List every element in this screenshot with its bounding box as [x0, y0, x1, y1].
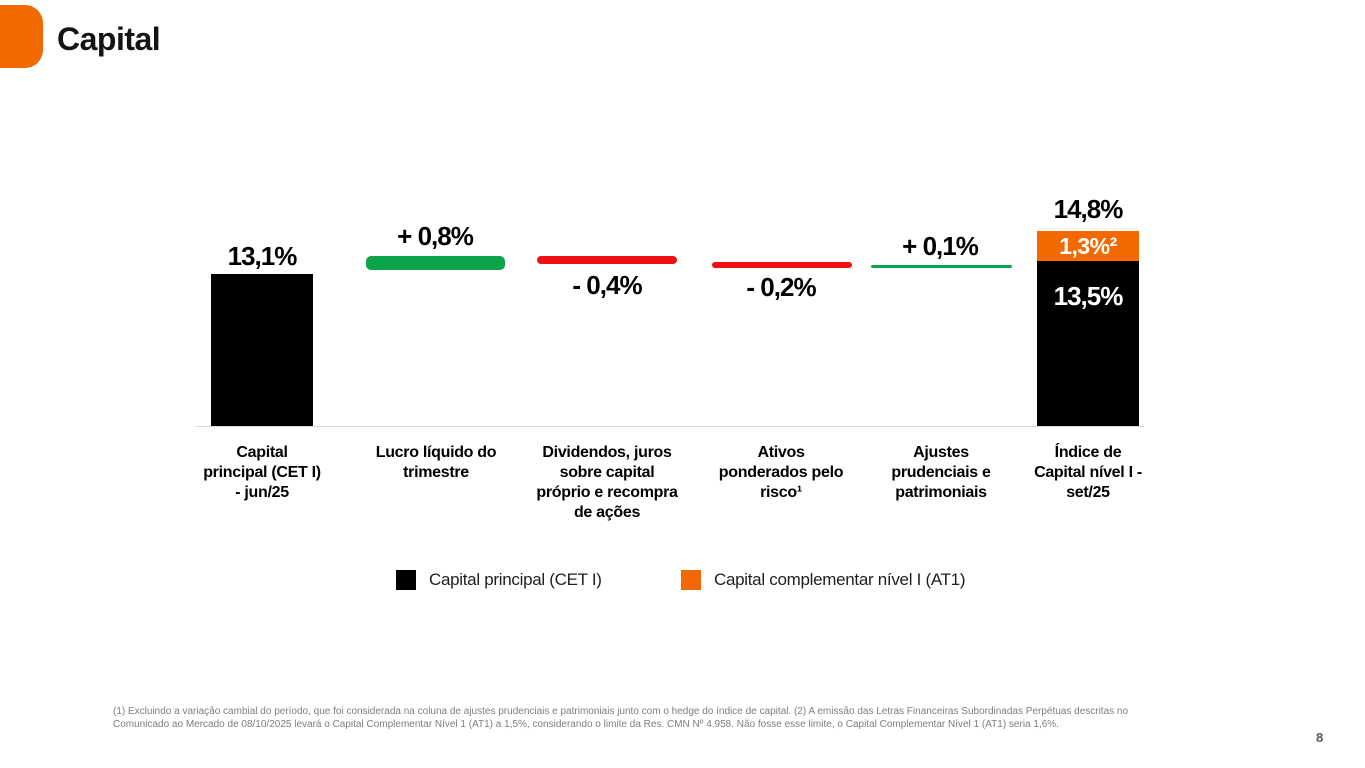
- bar-dividendos: [537, 256, 677, 264]
- category-label-ativos-ponderados: Ativos ponderados pelo risco¹: [718, 444, 844, 501]
- category-label-capital-principal: Capital principal (CET I) - jun/25: [203, 444, 321, 501]
- category-label-ajustes: Ajustes prudenciais e patrimoniais: [891, 444, 991, 501]
- itau-logo-icon: [0, 5, 43, 68]
- value-label-total: 14,8%: [1053, 194, 1124, 224]
- category-label-dividendos: Dividendos, juros sobre capital próprio …: [536, 444, 678, 521]
- value-label-ativos: - 0,2%: [746, 272, 816, 302]
- legend-label-cet1: Capital principal (CET I): [429, 570, 602, 589]
- value-label-at1: 1,3%²: [1059, 233, 1117, 259]
- chart-baseline-axis: [196, 426, 1144, 427]
- legend-swatch-black-icon: [396, 570, 416, 590]
- bar-ativos-ponderados: [712, 262, 852, 268]
- value-label-ajustes: + 0,1%: [902, 231, 979, 261]
- bar-lucro-liquido: [366, 256, 505, 270]
- category-label-lucro-liquido: Lucro líquido do trimestre: [375, 444, 497, 481]
- bar-segment-cet1-set25: [1037, 261, 1139, 426]
- legend-item-at1: Capital complementar nível I (AT1): [681, 570, 966, 590]
- bar-segment-at1: [1037, 231, 1139, 261]
- value-label-start: 13,1%: [227, 241, 298, 271]
- legend-swatch-orange-icon: [681, 570, 701, 590]
- bar-capital-principal-jun25: [211, 274, 313, 426]
- category-label-indice-capital: Índice de Capital nível I - set/25: [1034, 444, 1142, 501]
- page-title: Capital: [57, 21, 161, 57]
- bar-ajustes-prudenciais: [871, 265, 1012, 268]
- page-number: 8: [1316, 730, 1324, 745]
- footnote: (1) Excluindo a variação cambial do perí…: [113, 706, 1129, 730]
- legend-item-cet1: Capital principal (CET I): [396, 570, 602, 590]
- value-label-cet1: 13,5%: [1053, 281, 1124, 311]
- value-label-dividendos: - 0,4%: [572, 270, 642, 300]
- legend-label-at1: Capital complementar nível I (AT1): [714, 570, 966, 589]
- value-label-lucro: + 0,8%: [397, 221, 474, 251]
